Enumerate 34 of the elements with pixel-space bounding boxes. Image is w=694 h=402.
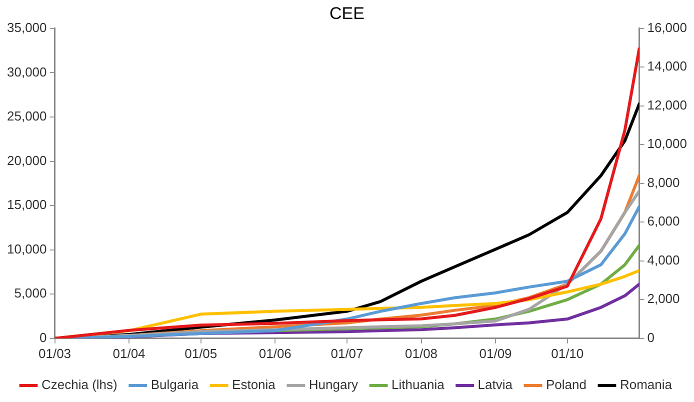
x-tick-label: 01/06 <box>258 346 292 361</box>
x-tick-label: 01/07 <box>330 346 364 361</box>
legend-label: Poland <box>546 377 586 392</box>
legend-label: Bulgaria <box>150 377 200 392</box>
y-tick-label: 0 <box>40 330 47 345</box>
y2-tick-label: 8,000 <box>647 174 680 190</box>
y-tick-label: 10,000 <box>6 241 47 256</box>
y-tick-label: 15,000 <box>6 197 47 212</box>
legend-label: Lithuania <box>392 377 446 392</box>
y2-tick-label: 0 <box>647 330 654 345</box>
legend-label: Romania <box>620 377 673 392</box>
y2-tick-label: 4,000 <box>647 252 680 268</box>
legend-label: Latvia <box>478 377 514 392</box>
x-tick-label: 01/04 <box>112 346 146 361</box>
x-tick-label: 01/09 <box>479 346 512 361</box>
y2-tick-label: 10,000 <box>647 136 688 152</box>
y2-tick-label: 6,000 <box>647 214 680 229</box>
y2-tick-label: 2,000 <box>647 291 680 306</box>
chart-title: CEE <box>330 4 364 23</box>
y-tick-label: 35,000 <box>6 20 47 35</box>
x-tick-label: 01/05 <box>184 346 218 361</box>
legend-label: Czechia (lhs) <box>41 377 118 392</box>
y2-tick-label: 16,000 <box>647 20 688 35</box>
y-tick-label: 20,000 <box>6 152 47 168</box>
y2-tick-label: 14,000 <box>647 58 688 74</box>
y-tick-label: 30,000 <box>6 64 47 80</box>
legend-label: Hungary <box>308 377 359 392</box>
x-tick-label: 01/03 <box>38 346 72 361</box>
y2-tick-label: 12,000 <box>647 97 688 112</box>
y-tick-label: 5,000 <box>14 286 47 301</box>
x-tick-label: 01/10 <box>551 346 584 361</box>
x-tick-label: 01/08 <box>404 346 438 361</box>
legend-label: Estonia <box>232 377 276 392</box>
y-tick-label: 25,000 <box>6 108 47 124</box>
